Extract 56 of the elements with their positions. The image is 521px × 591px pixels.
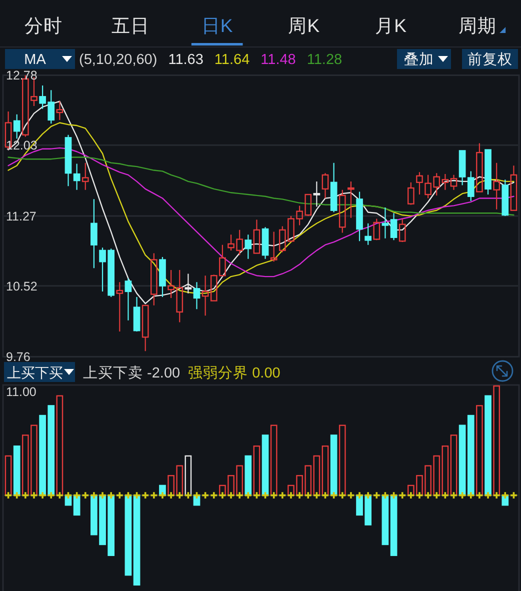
text: 上买下卖 -2.00 bbox=[83, 364, 180, 382]
y-tick-label: 9.76 bbox=[6, 350, 30, 364]
candlestick bbox=[510, 165, 518, 211]
text: 五日 bbox=[111, 15, 150, 36]
candlestick bbox=[364, 222, 372, 246]
candlestick bbox=[124, 278, 132, 321]
candlestick bbox=[338, 189, 346, 234]
candlestick bbox=[244, 234, 252, 260]
candlestick bbox=[348, 180, 354, 218]
candlestick bbox=[390, 212, 398, 241]
candlestick bbox=[13, 114, 20, 140]
candlestick bbox=[159, 256, 166, 298]
candlestick bbox=[193, 282, 200, 310]
text: 11.48 bbox=[260, 52, 296, 68]
candlestick bbox=[330, 162, 338, 213]
text: 强弱分界 0.00 bbox=[188, 364, 280, 382]
legend-title: (5,10,20,60) bbox=[79, 52, 158, 68]
text: 前复权 bbox=[468, 51, 512, 68]
candlestick bbox=[142, 304, 149, 352]
candlestick bbox=[82, 162, 89, 190]
candlestick bbox=[270, 231, 278, 262]
candlestick bbox=[133, 296, 140, 332]
text: 日K bbox=[201, 15, 234, 36]
candlestick bbox=[262, 226, 269, 260]
candlestick bbox=[356, 191, 363, 242]
candlestick bbox=[382, 207, 389, 239]
text: MA bbox=[24, 52, 46, 68]
candlestick bbox=[90, 198, 98, 269]
text: 周期 bbox=[458, 15, 497, 36]
candlestick bbox=[150, 252, 158, 306]
chart-title: 上买下买 bbox=[7, 364, 63, 380]
candlestick bbox=[73, 163, 80, 190]
text: 分时 bbox=[24, 15, 62, 36]
text: 11.64 bbox=[214, 52, 250, 68]
text: 11.28 bbox=[306, 52, 342, 68]
candlestick bbox=[253, 219, 260, 254]
y-tick-label: 10.52 bbox=[6, 279, 38, 294]
text: 叠加 bbox=[404, 51, 434, 68]
candlestick bbox=[476, 142, 483, 192]
candlestick bbox=[56, 100, 64, 120]
candlestick bbox=[322, 172, 329, 199]
candlestick bbox=[467, 170, 474, 202]
y-tick-label: 12.78 bbox=[6, 68, 38, 83]
candlestick bbox=[442, 173, 449, 190]
text: 月K bbox=[375, 15, 408, 36]
text: 周K bbox=[288, 15, 320, 36]
candlestick bbox=[450, 174, 458, 190]
candlestick bbox=[184, 273, 192, 294]
y-tick-label: 11.27 bbox=[6, 209, 36, 224]
text: 11.63 bbox=[168, 52, 204, 68]
candlestick bbox=[202, 275, 209, 316]
annotation: 11.00 bbox=[6, 385, 36, 399]
candlestick bbox=[64, 134, 72, 187]
candlestick bbox=[116, 282, 124, 332]
candlestick bbox=[493, 162, 500, 210]
candlestick bbox=[313, 180, 320, 208]
